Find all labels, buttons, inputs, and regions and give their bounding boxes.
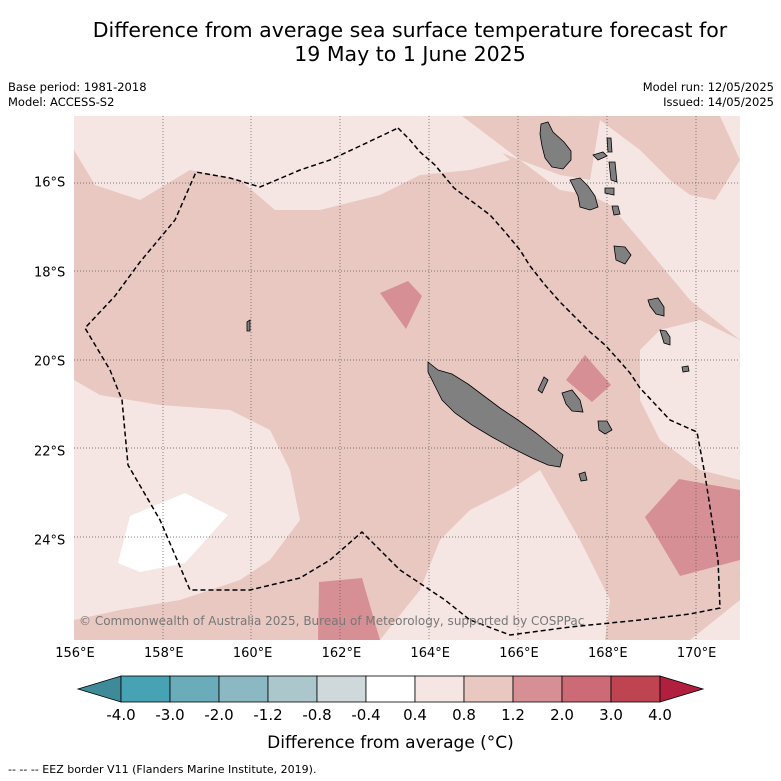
title-line-2: 19 May to 1 June 2025 <box>294 42 526 66</box>
colorbar-cell-2 <box>218 675 269 703</box>
colorbar-tick-7: 0.8 <box>452 706 476 724</box>
land-pentecost <box>608 161 618 183</box>
colorbar-cell-1 <box>169 675 220 703</box>
land-lifou <box>561 389 584 413</box>
colorbar-tick-2: -2.0 <box>204 706 234 724</box>
colorbar-tick-4: -0.8 <box>302 706 332 724</box>
lon-label-170E: 170°E <box>676 646 717 661</box>
land-ambae <box>592 151 608 161</box>
colorbar-tick-10: 3.0 <box>599 706 623 724</box>
lat-label-20S: 20°S <box>34 354 66 370</box>
land-vanuatu-erromango <box>647 297 665 317</box>
lat-label-22S: 22°S <box>34 444 66 460</box>
lon-label-158E: 158°E <box>144 646 184 661</box>
graticule <box>74 116 740 640</box>
colorbar-cell-6 <box>414 675 465 703</box>
land-new-caledonia <box>427 361 564 468</box>
lon-label-156E: 156°E <box>55 646 95 661</box>
copyright-notice: © Commonwealth of Australia 2025, Bureau… <box>79 614 585 628</box>
land-vanuatu-malekula <box>569 177 599 211</box>
colorbar <box>76 675 705 703</box>
issued-date: Issued: 14/05/2025 <box>663 95 774 109</box>
colorbar-tick-0: -4.0 <box>106 706 136 724</box>
colorbar-over-extension <box>659 675 705 703</box>
land-aneityum <box>681 365 690 373</box>
lon-label-160E: 160°E <box>232 646 273 661</box>
land-epi <box>611 205 621 216</box>
lon-label-162E: 162°E <box>321 646 362 661</box>
anomaly-patch-1 <box>380 281 422 329</box>
anomaly-region-se <box>690 600 740 640</box>
land-vanuatu-tanna <box>659 329 671 346</box>
title-line-1: Difference from average sea surface temp… <box>92 18 728 42</box>
anomaly-region-south <box>380 470 610 640</box>
colorbar-tick-11: 4.0 <box>648 706 672 724</box>
model-run: Model run: 12/05/2025 <box>642 80 774 94</box>
lat-label-16S: 16°S <box>34 175 66 191</box>
lat-label-24S: 24°S <box>34 533 66 549</box>
colorbar-tick-9: 2.0 <box>550 706 574 724</box>
land-isle-of-pines <box>578 471 588 482</box>
land-masses <box>246 121 690 482</box>
colorbar-tick-6: 0.4 <box>403 706 427 724</box>
colorbar-cell-3 <box>267 675 318 703</box>
colorbar-tick-3: -1.2 <box>253 706 283 724</box>
lon-label-166E: 166°E <box>499 646 539 661</box>
land-ambrym <box>604 187 615 196</box>
colorbar-cell-7 <box>463 675 514 703</box>
colorbar-tick-1: -3.0 <box>155 706 185 724</box>
lat-label-18S: 18°S <box>34 265 66 281</box>
colorbar-cell-0 <box>120 675 171 703</box>
map-area <box>74 116 740 640</box>
anomaly-region-neutral <box>118 493 228 572</box>
lon-label-164E: 164°E <box>410 646 450 661</box>
model-name: Model: ACCESS-S2 <box>8 95 115 109</box>
anomaly-patch-3 <box>645 479 740 576</box>
colorbar-cell-9 <box>561 675 612 703</box>
colorbar-title: Difference from average (°C) <box>267 733 514 753</box>
anomaly-region-mid <box>462 116 740 200</box>
land-ouvea <box>537 376 549 394</box>
colorbar-under-extension <box>76 675 122 703</box>
eez-legend-footer: -- -- -- EEZ border V11 (Flanders Marine… <box>8 763 317 776</box>
colorbar-cell-10 <box>610 675 661 703</box>
chart-title: Difference from average sea surface temp… <box>40 18 780 66</box>
anomaly-region-top-left <box>74 116 510 210</box>
anomaly-patch-2 <box>566 355 611 402</box>
land-maewo <box>606 137 613 153</box>
land-vanuatu-efate <box>613 245 632 265</box>
meta-left: Base period: 1981-2018 Model: ACCESS-S2 <box>8 80 147 110</box>
lon-label-168E: 168°E <box>588 646 628 661</box>
land-mare <box>597 420 613 435</box>
colorbar-tick-8: 1.2 <box>501 706 525 724</box>
meta-right: Model run: 12/05/2025 Issued: 14/05/2025 <box>643 80 774 110</box>
colorbar-cell-4 <box>316 675 367 703</box>
anomaly-patch-4 <box>318 578 380 640</box>
colorbar-tick-5: -0.4 <box>351 706 381 724</box>
land-chesterfield <box>246 319 251 332</box>
base-period: Base period: 1981-2018 <box>8 80 147 94</box>
colorbar-cell-8 <box>512 675 563 703</box>
land-vanuatu-santo <box>539 121 572 170</box>
colorbar-cell-5 <box>365 675 416 703</box>
